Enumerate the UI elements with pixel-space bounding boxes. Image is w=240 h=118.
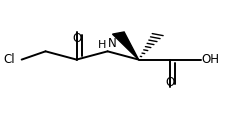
Text: N: N — [108, 37, 116, 50]
Text: OH: OH — [202, 53, 220, 66]
Text: H: H — [98, 40, 106, 50]
Text: Cl: Cl — [3, 53, 14, 66]
Polygon shape — [113, 32, 138, 60]
Text: O: O — [72, 32, 81, 45]
Text: O: O — [165, 76, 174, 88]
